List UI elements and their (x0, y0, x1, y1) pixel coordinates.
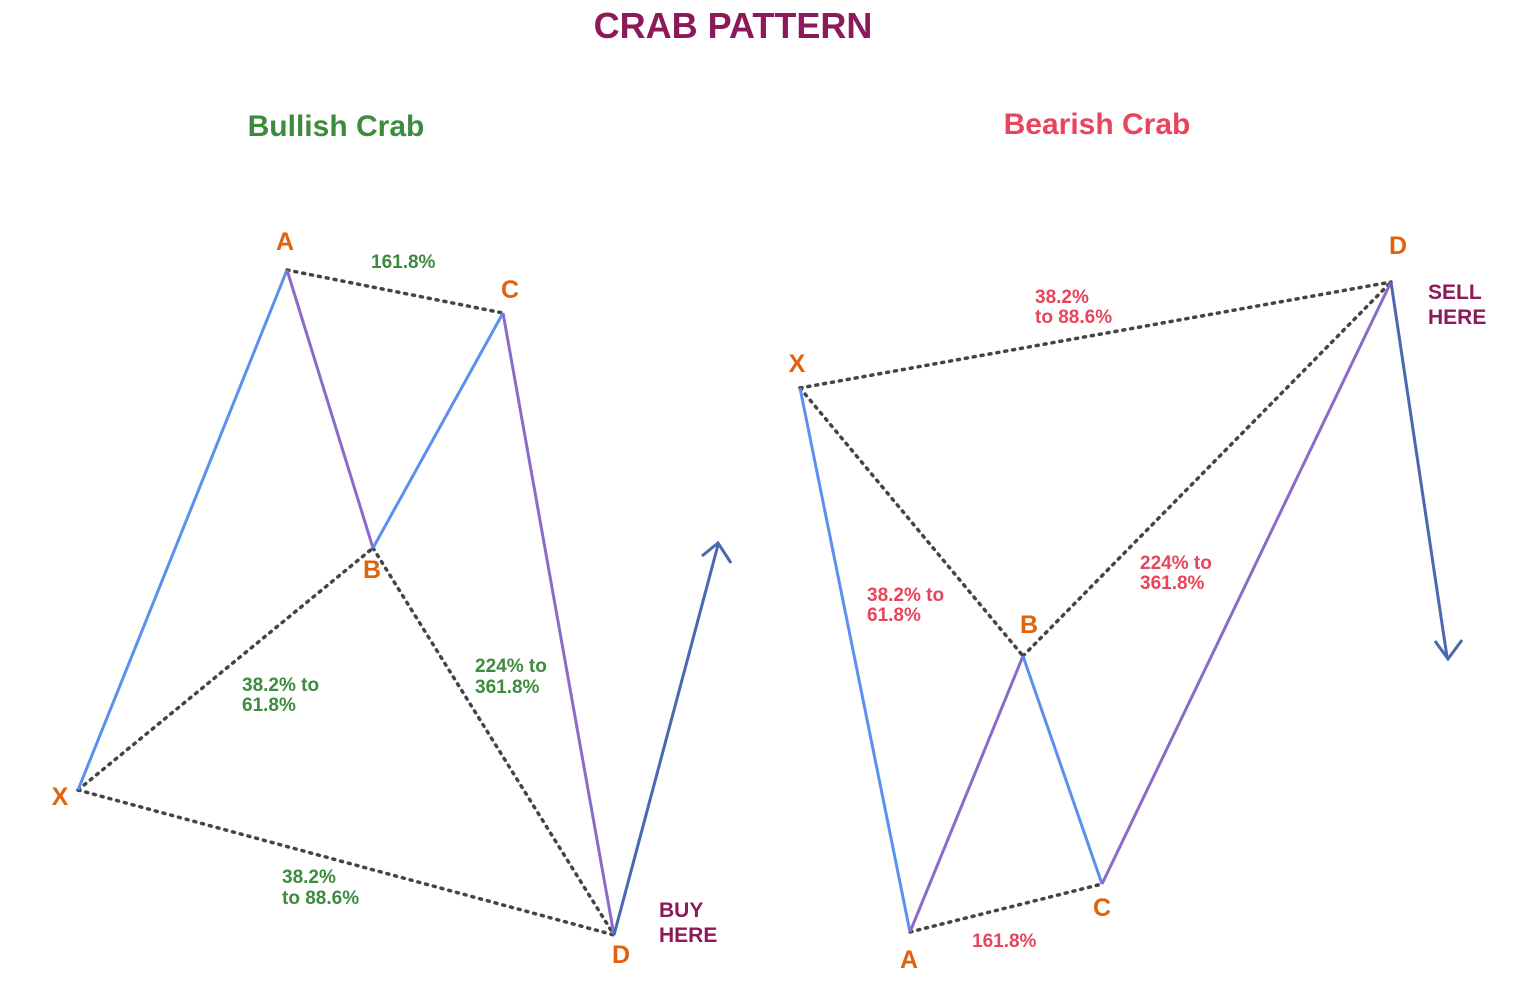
ratio-label: 161.8% (972, 931, 1037, 952)
point-label: A (276, 228, 294, 256)
point-label: X (789, 350, 806, 378)
action-label: SELL (1428, 281, 1482, 304)
panel-title: Bearish Crab (1004, 108, 1191, 141)
action-label: HERE (659, 924, 717, 947)
action-label: HERE (1428, 306, 1486, 329)
point-label: D (1389, 232, 1407, 260)
point-label: A (900, 946, 918, 974)
ratio-label: 61.8% (867, 605, 921, 626)
point-label: X (52, 783, 69, 811)
point-label: B (1020, 611, 1038, 639)
ratio-label: 224% to (475, 656, 547, 677)
ratio-label: 61.8% (242, 695, 296, 716)
action-label: BUY (659, 899, 703, 922)
ratio-label: 361.8% (475, 677, 540, 698)
bearish-lines (798, 280, 1464, 934)
page-title: CRAB PATTERN (594, 5, 873, 46)
point-label: C (501, 276, 519, 304)
ratio-label: 38.2% (282, 867, 336, 888)
ratio-label: 38.2% to (242, 675, 319, 696)
ratio-label: to 88.6% (282, 888, 359, 909)
ratio-label: to 88.6% (1035, 307, 1112, 328)
ratio-label: 38.2% to (867, 585, 944, 606)
point-label: D (612, 941, 630, 969)
point-label: C (1093, 894, 1111, 922)
ratio-label: 161.8% (371, 252, 436, 273)
ratio-label: 361.8% (1140, 573, 1205, 594)
point-label: B (363, 556, 381, 584)
bullish-lines (76, 268, 733, 937)
panel-title: Bullish Crab (248, 110, 425, 143)
ratio-label: 224% to (1140, 553, 1212, 574)
ratio-label: 38.2% (1035, 287, 1089, 308)
